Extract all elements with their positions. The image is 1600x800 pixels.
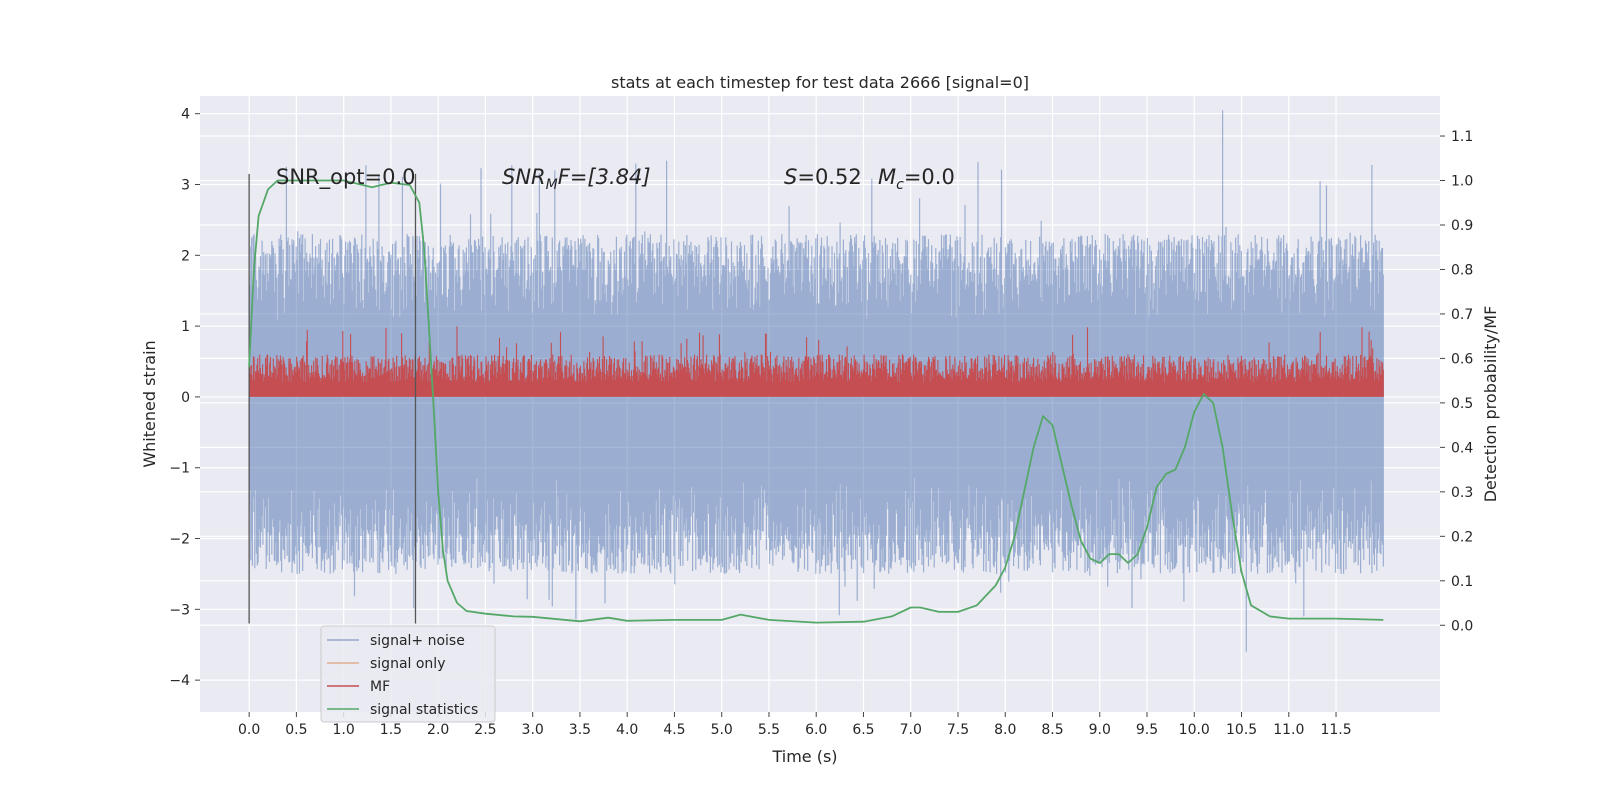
annotation-s-lead: S: [784, 165, 797, 189]
y-tick-label: 3: [181, 178, 190, 194]
y2-tick-label: 0.1: [1451, 574, 1473, 590]
y2-tick-label: 0.4: [1451, 440, 1473, 456]
annotation-snr-mf-tail: F=[3.84]: [558, 165, 651, 189]
annotation-mc-lead: M: [878, 165, 896, 189]
x-tick-label: 1.5: [380, 722, 402, 738]
x-tick-label: 11.0: [1273, 722, 1304, 738]
x-tick-label: 7.5: [947, 722, 969, 738]
y2-tick-label: 0.8: [1451, 262, 1473, 278]
annotation-s: S=0.52: [784, 165, 862, 189]
x-tick-label: 0.0: [238, 722, 260, 738]
legend-label-signal-noise: signal+ noise: [370, 633, 465, 649]
y-tick-label: 0: [181, 390, 190, 406]
y-tick-label: −3: [169, 602, 190, 618]
x-tick-label: 1.0: [333, 722, 355, 738]
x-tick-label: 9.5: [1136, 722, 1158, 738]
y-tick-label: −1: [169, 461, 190, 477]
annotation-mc-sub: c: [896, 177, 904, 193]
x-tick-label: 2.5: [474, 722, 496, 738]
annotation-snr-mf-sub: M: [546, 177, 558, 193]
annotation-snr-mf-lead: SNR: [502, 165, 546, 189]
x-tick-label: 0.5: [285, 722, 307, 738]
x-tick-label: 9.0: [1089, 722, 1111, 738]
x-tick-labels: 0.0 0.5 1.0 1.5 2.0 2.5 3.0 3.5 4.0 4.5 5.0 5.5 6.0 6…: [238, 712, 1352, 738]
vertical-markers: [248, 173, 417, 624]
x-tick-label: 10.0: [1179, 722, 1210, 738]
x-tick-label: 8.0: [994, 722, 1016, 738]
x-axis-label: Time (s): [771, 747, 837, 766]
annotation-snr-opt: SNR_opt=0.0: [276, 165, 416, 190]
x-tick-label: 4.0: [616, 722, 638, 738]
y2-tick-label: 1.1: [1451, 129, 1473, 145]
y2-tick-label: 0.5: [1451, 396, 1473, 412]
legend-label-signal-statistics: signal statistics: [370, 702, 478, 718]
y-tick-label: 2: [181, 248, 190, 264]
x-tick-label: 5.5: [758, 722, 780, 738]
x-tick-label: 3.0: [522, 722, 544, 738]
annotation-mc: Mc=0.0: [878, 165, 955, 193]
y-tick-labels: 4 3 2 1 0 −1 −2 −3 −4: [169, 107, 200, 689]
y-tick-label: 4: [181, 107, 190, 123]
x-tick-label: 11.5: [1320, 722, 1351, 738]
annotation-s-value: =0.52: [797, 165, 861, 189]
y-tick-label: −2: [169, 532, 190, 548]
x-tick-label: 10.5: [1226, 722, 1257, 738]
annotation-mc-value: =0.0: [904, 165, 955, 189]
y2-tick-label: 0.9: [1451, 218, 1473, 234]
y2-tick-label: 0.6: [1451, 351, 1473, 367]
legend: signal+ noise signal only MF signal stat…: [320, 625, 496, 723]
y2-axis-label: Detection probability/MF: [1481, 306, 1500, 503]
y2-tick-label: 0.2: [1451, 529, 1473, 545]
chart-title: stats at each timestep for test data 266…: [611, 73, 1029, 92]
legend-label-mf: MF: [370, 679, 390, 695]
x-tick-label: 5.0: [711, 722, 733, 738]
x-tick-label: 4.5: [663, 722, 685, 738]
y2-tick-label: 0.7: [1451, 307, 1473, 323]
series-signal-statistics: [248, 179, 1384, 624]
annotation-snr-mf: SNRMF=[3.84]: [502, 165, 651, 193]
signal-statistics-line: [248, 179, 1384, 624]
x-tick-label: 6.5: [852, 722, 874, 738]
legend-box: [320, 625, 496, 723]
y2-tick-label: 0.3: [1451, 485, 1473, 501]
y-axis-label: Whitened strain: [140, 340, 159, 467]
y-tick-label: −4: [169, 673, 190, 689]
x-tick-label: 7.0: [900, 722, 922, 738]
x-tick-label: 8.5: [1041, 722, 1063, 738]
y2-tick-label: 0.0: [1451, 618, 1473, 634]
y2-tick-labels: 1.1 1.0 0.9 0.8 0.7 0.6 0.5 0.4 0.3 0.2 0.1 0.0: [1440, 129, 1473, 634]
y2-tick-label: 1.0: [1451, 174, 1473, 190]
x-tick-label: 2.0: [427, 722, 449, 738]
y-tick-label: 1: [181, 319, 190, 335]
x-tick-label: 3.5: [569, 722, 591, 738]
legend-label-signal-only: signal only: [370, 656, 445, 672]
x-tick-label: 6.0: [805, 722, 827, 738]
